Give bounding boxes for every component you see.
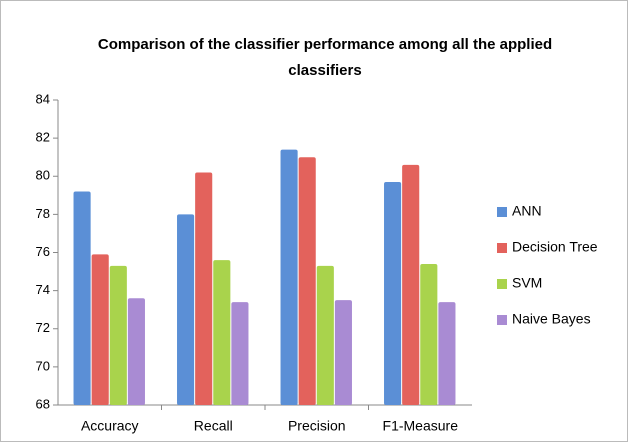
bar [177,214,195,405]
x-tick-label: Recall [194,418,233,434]
legend-label: Naive Bayes [512,311,591,327]
bar [195,172,213,405]
bar [109,265,127,405]
legend-swatch [497,243,507,253]
bar [213,260,231,405]
bar [384,181,402,405]
bar [420,263,438,405]
y-tick-label: 80 [36,168,50,183]
y-tick-label: 82 [36,130,50,145]
legend-swatch [497,279,507,289]
y-tick-label: 72 [36,320,50,335]
y-tick-label: 68 [36,396,50,411]
bar [91,254,109,405]
bar [402,164,420,405]
y-tick-label: 76 [36,244,50,259]
bar [231,302,249,405]
x-tick-label: Accuracy [81,418,139,434]
bar [127,298,145,405]
bar [280,149,298,405]
y-tick-label: 78 [36,206,50,221]
bar [438,302,456,405]
bar [334,300,352,405]
y-tick-label: 84 [36,91,50,106]
legend-swatch [497,207,507,217]
legend-label: Decision Tree [512,239,598,255]
y-tick-label: 74 [36,282,50,297]
legend-label: SVM [512,275,542,291]
x-tick-label: Precision [288,418,346,434]
legend-swatch [497,315,507,325]
bar [298,157,316,405]
y-tick-label: 70 [36,358,50,373]
bar [73,191,91,405]
bar [316,265,334,405]
legend-label: ANN [512,203,542,219]
x-tick-label: F1-Measure [383,418,459,434]
chart-title: Comparison of the classifier performance… [97,36,553,79]
